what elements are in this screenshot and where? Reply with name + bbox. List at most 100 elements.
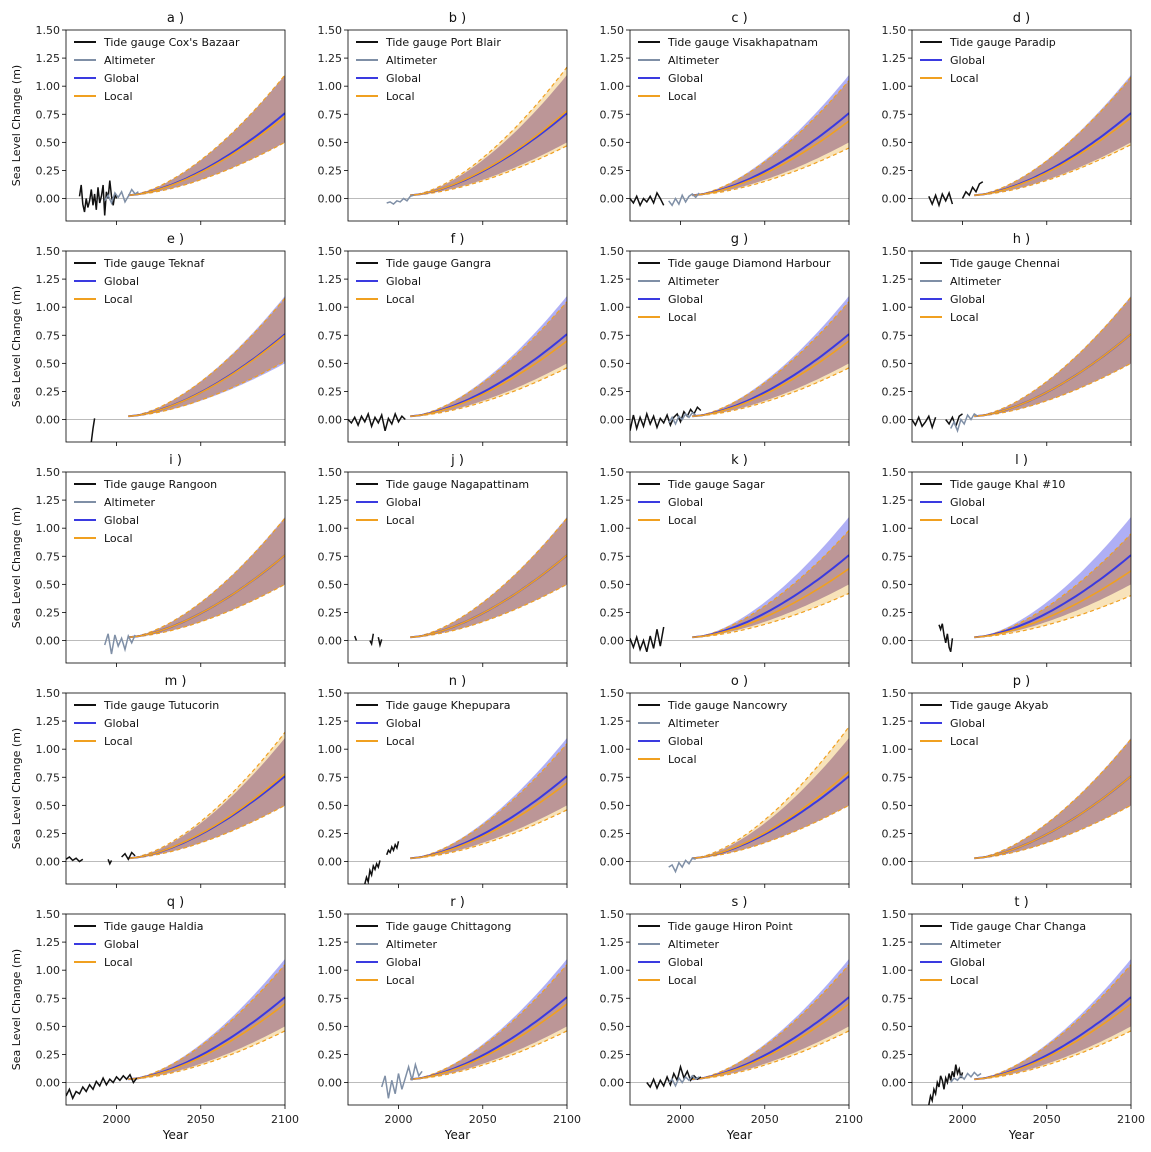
y-tick-label: 1.50: [36, 24, 61, 37]
y-tick-label: 0.75: [318, 329, 343, 342]
local-lower-bound: [128, 360, 285, 417]
y-tick-label: 0.25: [600, 164, 625, 177]
y-tick-label: 0.50: [600, 357, 625, 370]
plot-area: [630, 516, 849, 653]
panel-title: j ): [450, 453, 464, 468]
axes-frame: [347, 692, 568, 885]
tide-gauge-line: [369, 633, 375, 647]
legend-label: Local: [104, 90, 133, 103]
plot-area: [630, 958, 849, 1091]
panel-i: 0.00 0.25 0.50 0.75 1.00 1.25 1.50 i ) Tide gaug…: [10, 453, 286, 667]
local-lower-bound: [974, 362, 1131, 417]
y-tick-label: 0.00: [600, 193, 625, 206]
local-lower-bound: [410, 583, 567, 638]
y-tick-label: 0.00: [36, 635, 61, 648]
local-lower-bound: [128, 583, 285, 638]
y-tick-label: 1.25: [882, 52, 907, 65]
x-tick-label: 2050: [751, 1113, 779, 1126]
panel-title: e ): [167, 232, 184, 247]
plot-area: [912, 74, 1131, 208]
y-tick-label: 0.25: [882, 827, 907, 840]
panel-title: n ): [449, 674, 466, 689]
local-median-line: [692, 771, 849, 859]
x-tick-label: 2050: [187, 1113, 215, 1126]
y-tick-label: 1.50: [882, 245, 907, 258]
y-tick-label: 0.25: [36, 827, 61, 840]
x-tick-label: 2000: [385, 1113, 413, 1126]
legend-label: Altimeter: [668, 54, 720, 67]
panel-title: o ): [731, 674, 748, 689]
y-tick-label: 0.75: [36, 329, 61, 342]
y-tick-label: 0.75: [882, 108, 907, 121]
local-lower-bound: [692, 804, 849, 859]
y-tick-label: 0.25: [36, 385, 61, 398]
altimeter-line: [103, 633, 136, 655]
y-tick-label: 0.75: [318, 771, 343, 784]
y-tick-label: 0.00: [882, 1077, 907, 1090]
legend-label: Local: [386, 735, 415, 748]
local-lower-bound: [692, 592, 849, 638]
axes-frame: [347, 471, 568, 664]
plot-area: [66, 958, 285, 1101]
panel-l: 0.00 0.25 0.50 0.75 1.00 1.25 1.50 l ) Tide gaug…: [882, 453, 1132, 667]
y-tick-label: 0.00: [36, 414, 61, 427]
y-tick-label: 1.00: [318, 743, 343, 756]
legend-label: Altimeter: [386, 938, 438, 951]
tide-gauge-line: [364, 860, 381, 884]
plot-area: [630, 295, 849, 432]
y-tick-label: 0.75: [600, 329, 625, 342]
y-tick-label: 0.25: [600, 385, 625, 398]
panel-title: h ): [1013, 232, 1030, 247]
legend-label: Global: [668, 956, 703, 969]
axes-frame: [65, 692, 286, 885]
tide-gauge-line: [348, 411, 406, 431]
y-tick-label: 1.00: [318, 301, 343, 314]
panel-k: 0.00 0.25 0.50 0.75 1.00 1.25 1.50 k ) Tide gaug…: [600, 453, 850, 667]
panel-title: a ): [167, 11, 184, 26]
legend-label: Global: [386, 72, 421, 85]
y-tick-label: 0.25: [318, 385, 343, 398]
legend-label: Altimeter: [668, 717, 720, 730]
local-median-line: [974, 775, 1131, 859]
tide-gauge-line: [630, 626, 665, 653]
local-uncertainty-band: [410, 67, 567, 196]
local-median-line: [410, 340, 567, 417]
legend-label: Global: [950, 956, 985, 969]
y-tick-label: 0.25: [600, 1048, 625, 1061]
legend-label: Tide gauge Paradip: [949, 36, 1056, 49]
y-tick-label: 0.50: [36, 136, 61, 149]
local-lower-bound: [410, 809, 567, 859]
y-tick-label: 0.50: [36, 578, 61, 591]
legend-label: Tide gauge Khal #10: [949, 478, 1065, 491]
plot-area: [630, 726, 849, 874]
panel-title: d ): [1013, 11, 1030, 26]
axes-frame: [629, 250, 850, 443]
band-overlap: [128, 737, 285, 859]
band-overlap: [128, 298, 285, 417]
axes-frame: [347, 29, 568, 222]
local-median-line: [974, 333, 1131, 417]
y-tick-label: 0.00: [318, 635, 343, 648]
local-upper-bound: [128, 74, 285, 196]
band-overlap: [410, 74, 567, 196]
local-upper-bound: [974, 738, 1131, 859]
y-tick-label: 1.00: [600, 522, 625, 535]
panel-n: 0.00 0.25 0.50 0.75 1.00 1.25 1.50 n ) Tide gaug…: [318, 674, 568, 888]
legend-label: Tide gauge Gangra: [385, 257, 491, 270]
local-lower-bound: [692, 147, 849, 196]
plot-area: [66, 516, 285, 655]
legend-label: Tide gauge Khepupara: [385, 699, 511, 712]
local-median-line: [128, 334, 285, 417]
panel-title: r ): [450, 895, 465, 910]
y-tick-label: 1.50: [600, 908, 625, 921]
y-tick-label: 1.25: [882, 273, 907, 286]
y-tick-label: 1.50: [882, 908, 907, 921]
y-tick-label: 0.25: [318, 1048, 343, 1061]
legend-label: Global: [104, 514, 139, 527]
x-tick-label: 2000: [667, 1113, 695, 1126]
y-axis-label: Sea Level Change (m): [10, 949, 23, 1070]
band-overlap: [974, 297, 1131, 417]
y-tick-label: 0.50: [600, 578, 625, 591]
local-median-line: [974, 570, 1131, 638]
local-lower-bound: [692, 367, 849, 417]
